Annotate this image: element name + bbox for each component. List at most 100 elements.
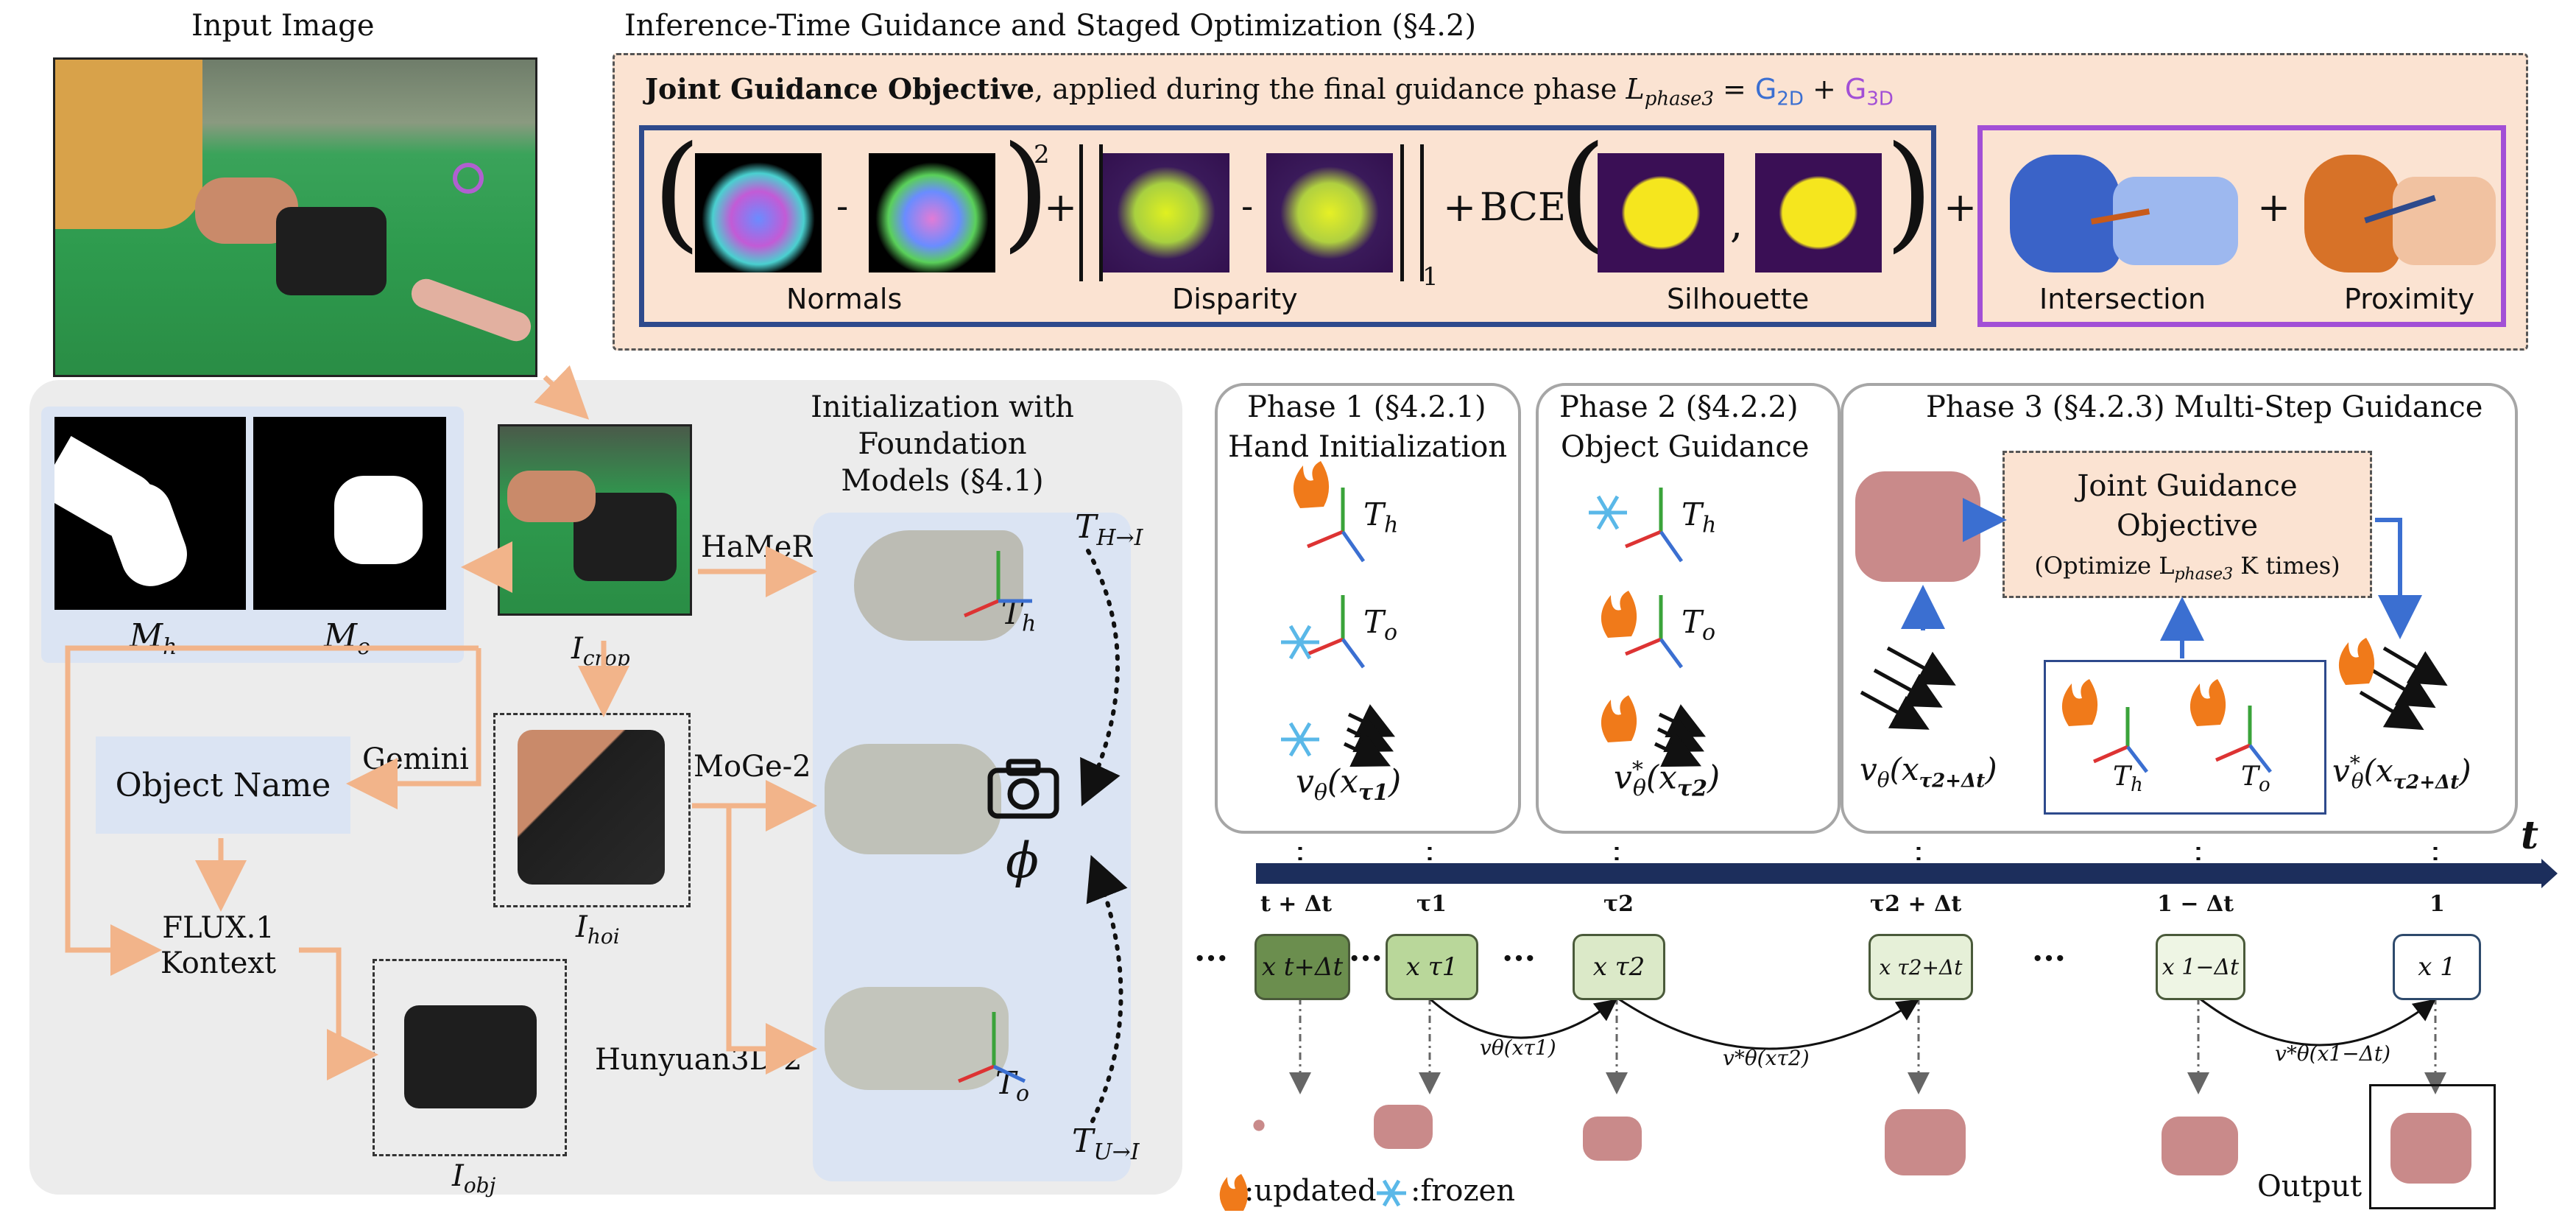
objective-line: Joint Guidance Objective, applied during… [645,72,1894,110]
camera-shape [276,207,387,295]
mesh-render-2 [1583,1117,1642,1161]
square-sup: 2 [1034,140,1050,169]
guidance-title: Inference-Time Guidance and Staged Optim… [624,9,1477,43]
p1-to: To [1363,604,1398,646]
i-obj-label: Iobj [452,1159,496,1198]
phi-label: ϕ [1006,832,1039,889]
phase3-blue-arrows [1901,498,2422,658]
phase3-objective-box: Joint Guidance Objective (Optimize Lphas… [2002,451,2372,598]
phase3-title: Phase 3 (§4.2.3) Multi-Step Guidance [1926,390,2483,424]
phase2-formula: v*θ(xτ2) [1614,757,1721,802]
plus-4: + [2257,184,2291,231]
object-blob [2393,177,2496,265]
hoi-image [518,730,665,885]
node-0: x t+Δt [1255,934,1350,1000]
p2-to: To [1682,604,1716,646]
plus-1: + [1044,184,1078,231]
objective-bold: Joint Guidance Objective [645,72,1035,105]
output-mesh [2390,1113,2471,1184]
t-hi-label: TH→I [1075,508,1143,551]
node-4: x 1−Δt [2156,934,2245,1000]
node-5: x 1 [2393,934,2481,1000]
hand-shape [507,471,596,522]
mask-shape [334,476,423,564]
object-name-box: Object Name [96,736,350,834]
phase-axes [1307,488,2272,773]
orange-arrows [65,365,817,1080]
arc-label-3: v*θ(x1−Δt) [2275,1041,2391,1066]
i-hoi-label: Ihoi [576,910,620,949]
phase1-formula: vθ(xτ1) [1296,763,1402,806]
arm-shape [55,60,202,229]
tick-2: τ2 [1603,891,1634,917]
ellipsis-0: ··· [1194,940,1228,977]
silhouette-label: Silhouette [1667,283,1810,315]
timeline [1256,847,2558,1094]
fire-icons [1219,461,2375,1211]
tick-1: τ1 [1416,891,1447,917]
normals-label: Normals [786,283,903,315]
legend-frozen: :frozen [1411,1174,1515,1208]
norm-open [1079,144,1103,281]
hoi-crop-box [493,713,691,907]
disparity-map-2 [1266,153,1393,273]
hand-mesh [854,530,1023,641]
arc-label-1: vθ(xτ1) [1480,1036,1556,1060]
phase1-subtitle: Hand Initialization [1228,430,1508,464]
mesh-render-3 [1885,1109,1966,1175]
flux-label: FLUX.1 Kontext [160,911,277,980]
p1-th: Th [1363,496,1399,538]
bce-label: BCE [1480,186,1566,230]
silhouette-map-2 [1755,153,1882,273]
phase3-formula-right: v*θ(xτ2+Δt) [2332,751,2471,794]
phase1-title: Phase 1 (§4.2.1) [1247,390,1486,424]
close-paren-1: ) [1001,119,1051,265]
hand-blob [2010,155,2120,273]
output-label: Output [2257,1170,2362,1203]
phase3-formula-left: vθ(xτ2+Δt) [1860,751,1997,792]
hoi-mesh [825,744,1001,854]
mesh-render-0 [1237,1111,1281,1140]
init-title: Initialization with Foundation Models (§4.… [811,390,1074,498]
tick-0: t + Δt [1260,891,1333,917]
snowflake-icons [1281,495,1627,1207]
p2-th: Th [1682,496,1717,538]
phase2-subtitle: Object Guidance [1561,430,1810,464]
tick-5: 1 [2429,891,2445,917]
obj-crop-box [373,959,567,1156]
legend-updated: :updated [1244,1174,1377,1208]
silhouette-map-1 [1598,153,1724,273]
box-line1: Joint Guidance [2077,469,2298,503]
minus-2: - [1241,186,1254,227]
g2d-box [639,125,1936,327]
tick-3: τ2 + Δt [1870,891,1962,917]
normal-map-2 [869,153,995,273]
tick-4: 1 − Δt [2157,891,2234,917]
loss-symbol: L [1626,73,1645,105]
comma: , [1730,200,1743,247]
t-o-label: To [995,1065,1030,1107]
box-line2: Objective [2116,509,2258,543]
moge-label: MoGe-2 [694,750,811,784]
node-2: x τ2 [1573,934,1665,1000]
node-1: x τ1 [1386,934,1478,1000]
disparity-label: Disparity [1172,283,1298,315]
ellipsis-3: ··· [2032,940,2066,977]
open-paren-1: ( [652,119,702,265]
normal-map-1 [695,153,822,273]
g2d: G [1754,73,1777,105]
plus-3: + [1944,184,1977,231]
disparity-map-1 [1103,153,1229,273]
phase3-axes-box [2044,660,2326,815]
mesh-render-4 [2162,1117,2238,1175]
transform-curves [1080,549,1128,1123]
intersection-render [2002,147,2245,277]
g3d: G [1844,73,1867,105]
minus-1: - [836,186,849,227]
p3-th: Th [2113,762,2143,797]
phase3-mesh [1855,471,1980,582]
axis-t-label: t [2521,813,2539,858]
close-paren-2: ) [1885,119,1934,265]
